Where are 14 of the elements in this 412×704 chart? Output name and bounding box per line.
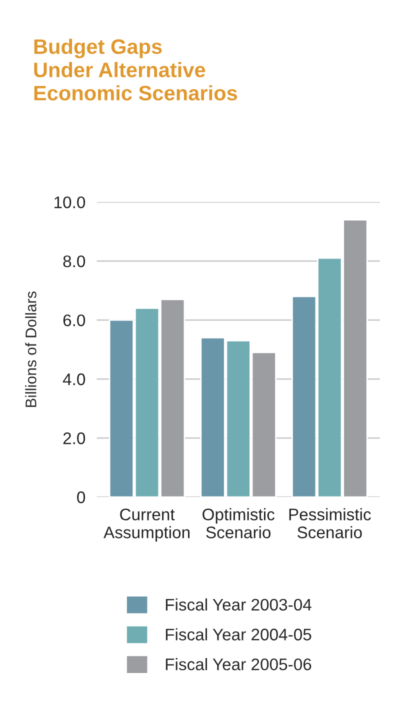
y-tick-label: 8.0 [63,255,86,268]
x-tick-label: Current Assumption [104,508,190,542]
y-tick-label: 6.0 [63,314,86,326]
y-tick-label: 4.0 [62,373,86,386]
y-axis-title: Billions of Dollars [25,292,36,407]
y-tick-label: 2.0 [63,432,86,444]
x-tick-label: Pessimistic Scenario [289,508,371,538]
legend-label: Fiscal Year 2005-06 [166,658,312,670]
x-tick-label: Optimistic Scenario [202,508,274,538]
legend-label: Fiscal Year 2003-04 [166,598,312,611]
y-tick-label: 0 [77,491,86,504]
y-tick-label: 10.0 [54,196,86,208]
chart-title: Budget Gaps Under Alternative Economic Scenarios [34,38,238,101]
legend-label: Fiscal Year 2004-05 [166,628,312,640]
